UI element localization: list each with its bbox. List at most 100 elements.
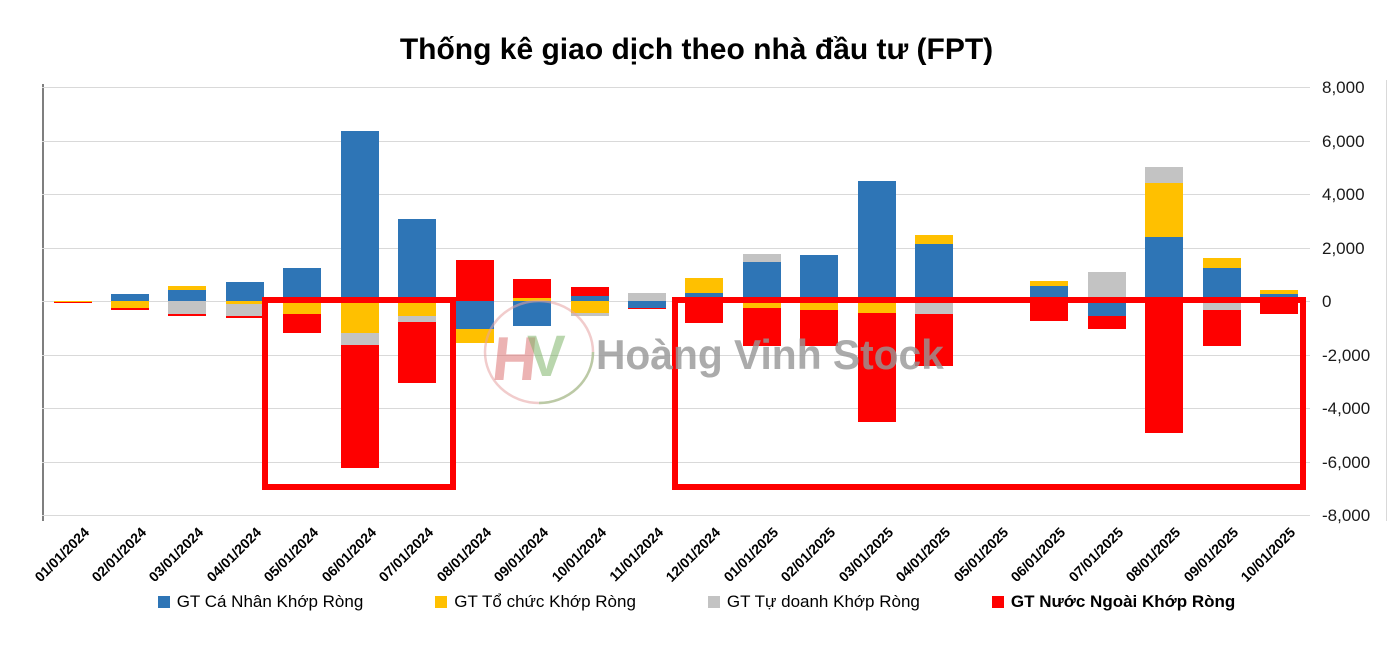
- bar-segment: [570, 301, 609, 314]
- bar-segment: [915, 314, 954, 366]
- bar-segment: [225, 281, 264, 301]
- gridline: [42, 408, 1310, 409]
- y-tick-label: -2,000: [1322, 345, 1371, 365]
- x-tick-label: 11/01/2024: [605, 524, 667, 585]
- bar-segment: [398, 322, 437, 383]
- y-tick-label: -6,000: [1322, 452, 1371, 472]
- bar-segment: [1145, 237, 1184, 301]
- legend-label: GT Tự doanh Khớp Ròng: [726, 592, 920, 611]
- bar-segment: [283, 301, 322, 315]
- y-tick-label: -8,000: [1322, 506, 1371, 525]
- x-tick-label: 02/01/2024: [88, 524, 150, 585]
- bar-segment: [800, 301, 839, 311]
- bar-segment: [110, 308, 149, 311]
- bar-segment: [340, 345, 379, 469]
- legend-label: GT Tổ chức Khớp Ròng: [454, 592, 636, 611]
- bar-segment: [225, 316, 264, 319]
- bar-segment: [1202, 309, 1241, 346]
- gridline: [42, 194, 1310, 195]
- x-tick-label: 06/01/2024: [318, 524, 380, 585]
- bar-segment: [1202, 301, 1241, 310]
- bar-segment: [570, 296, 609, 301]
- bar-segment: [398, 219, 437, 301]
- legend-item: GT Nước Ngoài Khớp Ròng: [991, 592, 1235, 612]
- bar-segment: [1087, 301, 1126, 316]
- bar-segment: [168, 301, 207, 314]
- x-tick-label: 05/01/2024: [260, 524, 322, 585]
- bar-segment: [283, 314, 322, 334]
- y-tick-label: 8,000: [1322, 78, 1365, 97]
- bar-segment: [628, 301, 666, 308]
- x-tick-label: 02/01/2025: [777, 524, 839, 585]
- bar-segment: [685, 301, 724, 324]
- bar-segment: [110, 294, 149, 301]
- x-tick-label: 03/01/2024: [145, 524, 207, 585]
- bar-segment: [1030, 280, 1069, 286]
- bar-segment: [800, 254, 839, 301]
- bar-segment: [398, 316, 437, 323]
- legend-marker: [157, 596, 170, 608]
- legend-marker: [435, 596, 448, 608]
- bar-segment: [857, 313, 896, 423]
- legend: GT Cá Nhân Khớp Ròng GT Tổ chức Khớp Ròng…: [0, 592, 1393, 612]
- x-tick-label: 01/01/2025: [720, 524, 782, 585]
- bar-segment: [455, 301, 494, 330]
- gridline: [42, 87, 1310, 88]
- bar-segment: [742, 254, 781, 262]
- y-tick-label: 6,000: [1322, 131, 1365, 151]
- bar-segment: [742, 307, 781, 347]
- x-tick-label: 04/01/2024: [203, 524, 265, 585]
- watermark-monogram-h: H: [489, 325, 541, 394]
- bar-segment: [915, 244, 954, 301]
- bar-segment: [340, 301, 379, 334]
- bar-segment: [972, 301, 1011, 304]
- plot-right-border: [1386, 80, 1387, 521]
- chart-title: Thống kê giao dịch theo nhà đầu tư (FPT): [399, 33, 994, 66]
- y-tick-label: -4,000: [1322, 399, 1371, 418]
- bar-segment: [110, 301, 149, 309]
- x-tick-label: 08/01/2024: [433, 524, 494, 585]
- bar-segment: [283, 268, 322, 301]
- y-tick-label: 0: [1322, 292, 1332, 311]
- bar-segment: [225, 304, 264, 317]
- bar-segment: [513, 297, 552, 301]
- bar-segment: [1259, 301, 1298, 315]
- x-tick-label: 01/01/2024: [30, 524, 92, 585]
- bar-segment: [570, 313, 609, 316]
- bar-segment: [513, 279, 552, 298]
- bar-segment: [340, 333, 379, 346]
- bar-segment: [857, 301, 896, 314]
- x-tick-label: 06/01/2025: [1007, 524, 1069, 585]
- bar-segment: [168, 313, 207, 317]
- bar-segment: [340, 131, 379, 301]
- gridline: [42, 247, 1310, 249]
- x-tick-label: 03/01/2025: [835, 524, 897, 585]
- bar-segment: [455, 329, 494, 343]
- x-tick-label: 08/01/2025: [1122, 524, 1184, 585]
- legend-item: GT Tự doanh Khớp Ròng: [707, 592, 920, 612]
- bar-segment: [742, 301, 781, 308]
- x-tick-label: 12/01/2024: [662, 524, 724, 585]
- x-tick-label: 10/01/2024: [547, 524, 609, 585]
- y-axis-line: [42, 84, 44, 521]
- plot-area: [42, 87, 1310, 516]
- bar-segment: [1087, 271, 1126, 301]
- bar-segment: [1259, 294, 1298, 301]
- x-tick-label: 07/01/2025: [1065, 524, 1126, 585]
- y-tick-label: 2,000: [1322, 238, 1365, 258]
- bar-segment: [1030, 301, 1069, 322]
- bar-segment: [455, 259, 494, 301]
- x-tick-label: 04/01/2025: [892, 524, 954, 585]
- bar-segment: [1259, 290, 1298, 295]
- watermark-monogram-v: V: [527, 324, 566, 389]
- bar-segment: [570, 287, 609, 297]
- x-tick-label: 07/01/2024: [375, 524, 437, 585]
- x-tick-label: 10/01/2025: [1237, 524, 1299, 585]
- bar-segment: [1145, 167, 1184, 184]
- gridline: [42, 515, 1310, 516]
- gridline: [42, 461, 1310, 463]
- bar-segment: [1145, 183, 1184, 238]
- bar-segment: [915, 235, 954, 245]
- bar-segment: [225, 301, 264, 305]
- bar-segment: [857, 180, 896, 301]
